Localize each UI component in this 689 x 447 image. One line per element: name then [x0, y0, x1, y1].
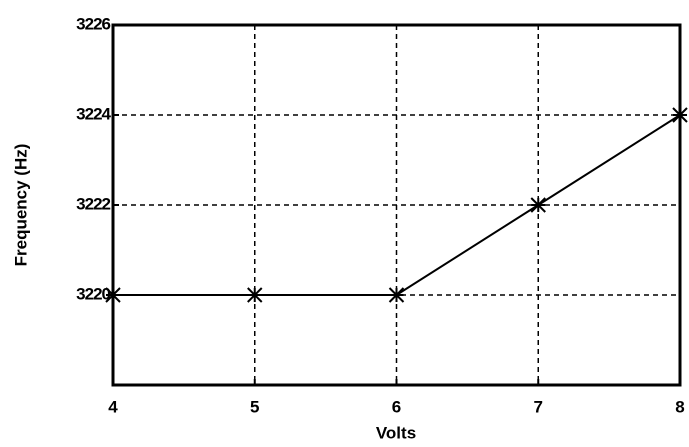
y-tick-label: 3224 [76, 104, 111, 123]
y-tick-label: 3220 [76, 284, 110, 303]
y-tick-label: 3226 [76, 14, 110, 33]
x-tick-label: 8 [675, 397, 684, 416]
x-tick-label: 7 [534, 397, 543, 416]
data-marker [530, 197, 546, 213]
x-tick-label: 4 [108, 397, 118, 416]
data-marker [247, 287, 263, 303]
y-axis-label: Frequency (Hz) [11, 144, 30, 267]
x-tick-label: 5 [250, 397, 259, 416]
data-marker [672, 107, 688, 123]
x-axis-label: Volts [376, 423, 416, 442]
x-tick-label: 6 [392, 397, 401, 416]
y-tick-label: 3222 [76, 194, 110, 213]
data-marker [105, 287, 121, 303]
data-marker [388, 287, 405, 303]
